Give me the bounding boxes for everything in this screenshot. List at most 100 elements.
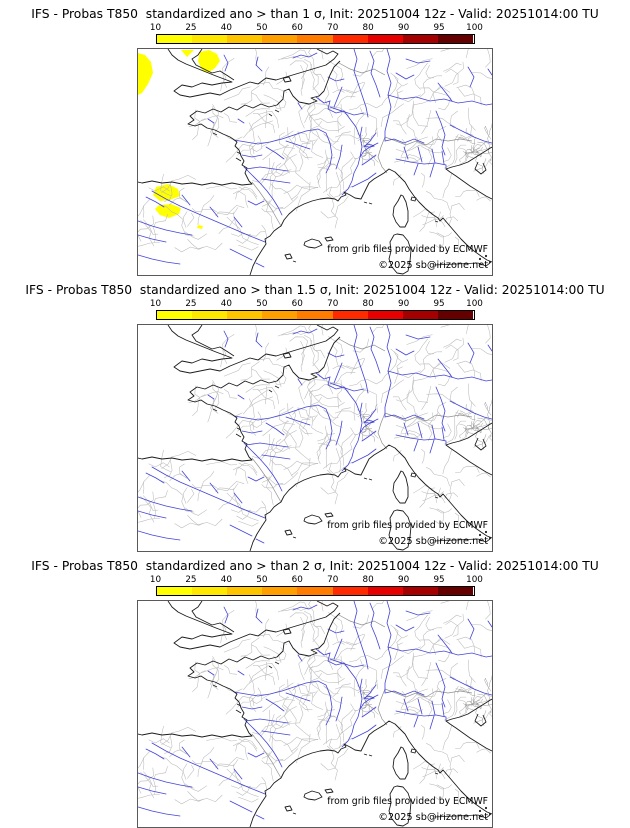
colorbar-tick-label: 10 [149,23,162,33]
panel-3: IFS - Probas T850 standardized ano > tha… [0,552,630,828]
colorbar-segment [438,587,474,595]
admin-boundaries [138,601,492,806]
colorbar-segment [403,311,439,319]
coastlines [138,49,492,275]
colorbar: 10 25 40 50 60 70 80 90 95 100 [150,23,483,44]
colorbar-tick-label: 95 [433,23,445,33]
panel-title: IFS - Probas T850 standardized ano > tha… [31,7,599,21]
colorbar-segment [262,35,298,43]
colorbar-segment [191,35,227,43]
coastlines [138,601,492,827]
country-borders [251,614,473,779]
map: from grib files provided by ECMWF ©2025 … [137,48,493,276]
colorbar-segment [332,35,368,43]
admin-boundaries [138,49,492,254]
colorbar-segment [367,587,404,595]
credit-copyright: ©2025 sb@irizone.net [378,260,488,271]
colorbar-tick-label: 70 [327,575,339,585]
colorbar: 10 25 40 50 60 70 80 90 95 100 [150,575,483,596]
rivers [138,325,492,544]
colorbar-segment [367,311,404,319]
colorbar-segment [156,311,192,319]
colorbar-segment [438,311,474,319]
panel-title: IFS - Probas T850 standardized ano > tha… [31,559,599,573]
colorbar-segment [191,587,227,595]
colorbar-tick-label: 40 [220,299,232,309]
colorbar: 10 25 40 50 60 70 80 90 95 100 [150,299,483,320]
credit-ecmwf: from grib files provided by ECMWF [327,520,488,531]
colorbar-segment [156,35,192,43]
anomaly-patch [155,204,181,218]
rivers [138,49,492,268]
colorbar-tick-label: 80 [362,23,374,33]
credit-ecmwf: from grib files provided by ECMWF [327,796,488,807]
colorbar-tick-label: 10 [149,299,162,309]
colorbar-tick-label: 95 [433,299,445,309]
credit-copyright: ©2025 sb@irizone.net [378,812,488,823]
colorbar-ticks: 10 25 40 50 60 70 80 90 95 100 [150,299,483,310]
anomaly-patches [138,50,220,229]
colorbar-tick-label: 50 [256,23,268,33]
anomaly-patch [138,53,153,95]
map-svg [138,325,492,551]
admin-boundaries [138,325,492,530]
colorbar-bar [155,310,475,320]
colorbar-tick-label: 80 [362,575,374,585]
country-borders [251,62,473,227]
colorbar-bar [155,586,475,596]
colorbar-tick-label: 60 [291,575,303,585]
anomaly-patch [198,50,220,73]
artifact-line [433,254,492,267]
colorbar-segment [297,311,333,319]
colorbar-segment [191,311,227,319]
anomaly-patch [181,50,194,57]
map: from grib files provided by ECMWF ©2025 … [137,600,493,828]
map-svg [138,601,492,827]
colorbar-ticks: 10 25 40 50 60 70 80 90 95 100 [150,23,483,34]
credit-ecmwf: from grib files provided by ECMWF [327,244,488,255]
map: from grib files provided by ECMWF ©2025 … [137,324,493,552]
colorbar-bar [155,34,475,44]
colorbar-segment [262,587,298,595]
colorbar-segment [367,35,404,43]
colorbar-tick-label: 70 [327,23,339,33]
rivers [138,601,492,820]
country-borders [251,338,473,503]
colorbar-tick-label: 50 [256,575,268,585]
panel-1: IFS - Probas T850 standardized ano > tha… [0,0,630,276]
colorbar-tick-label: 100 [466,575,483,585]
colorbar-segment [297,35,333,43]
colorbar-segment [332,311,368,319]
colorbar-tick-label: 90 [398,23,410,33]
colorbar-ticks: 10 25 40 50 60 70 80 90 95 100 [150,575,483,586]
panel-title: IFS - Probas T850 standardized ano > tha… [25,283,605,297]
anomaly-patch [153,184,180,201]
colorbar-tick-label: 90 [398,575,410,585]
colorbar-tick-label: 40 [220,575,232,585]
colorbar-segment [403,587,439,595]
colorbar-tick-label: 60 [291,23,303,33]
credit-copyright: ©2025 sb@irizone.net [378,536,488,547]
colorbar-tick-label: 80 [362,299,374,309]
colorbar-tick-label: 100 [466,23,483,33]
artifact-line [433,806,492,819]
colorbar-tick-label: 25 [185,575,197,585]
colorbar-segment [262,311,298,319]
coastlines [138,325,492,551]
colorbar-segment [403,35,439,43]
colorbar-segment [332,587,368,595]
colorbar-segment [156,587,192,595]
colorbar-tick-label: 10 [149,575,162,585]
colorbar-segment [226,311,263,319]
colorbar-tick-label: 100 [466,299,483,309]
colorbar-tick-label: 95 [433,575,445,585]
colorbar-segment [438,35,474,43]
colorbar-tick-label: 25 [185,23,197,33]
anomaly-patch [197,225,203,229]
colorbar-segment [226,587,263,595]
colorbar-tick-label: 25 [185,299,197,309]
map-svg [138,49,492,275]
colorbar-tick-label: 40 [220,23,232,33]
artifact-line [433,530,492,543]
colorbar-segment [297,587,333,595]
